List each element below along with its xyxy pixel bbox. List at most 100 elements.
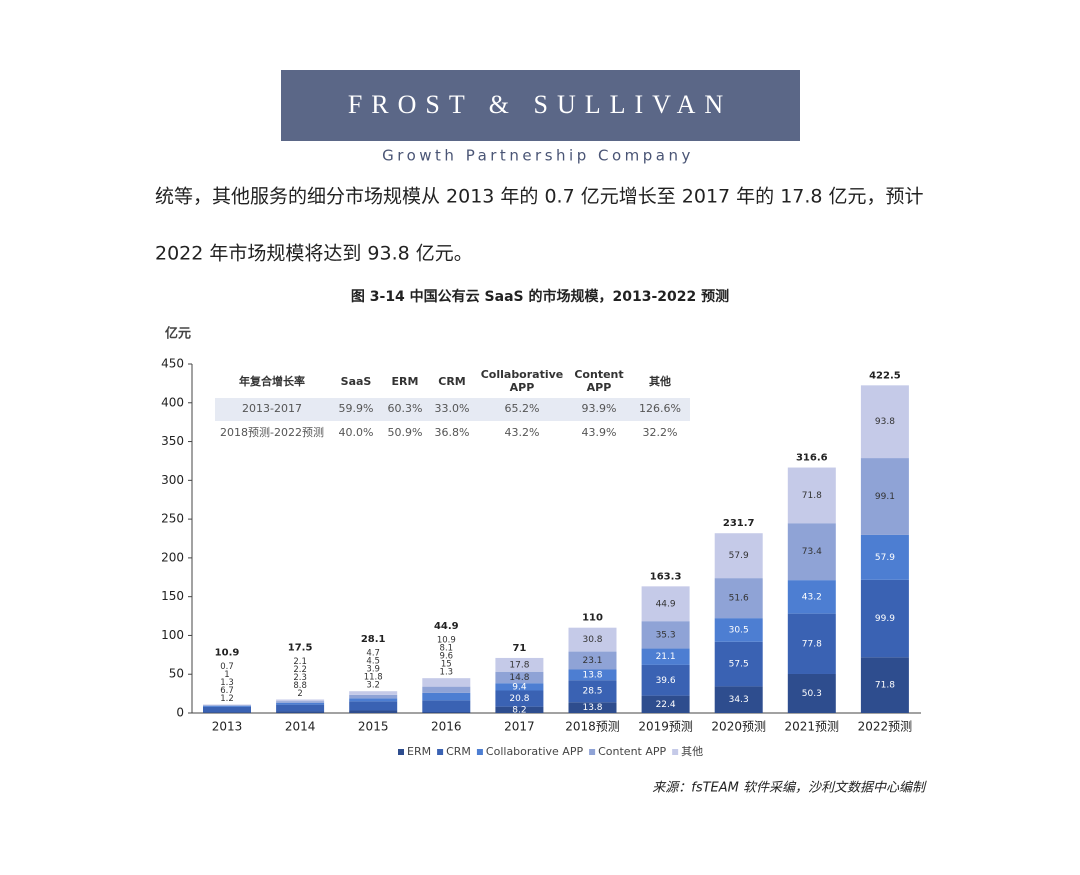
segment-label: 77.8 (802, 639, 822, 649)
legend-swatch (672, 749, 679, 755)
y-tick-label: 150 (161, 589, 184, 603)
table-cell: 32.2% (643, 426, 678, 439)
bar-segment (787, 523, 836, 581)
segment-label: 1.3 (440, 668, 454, 678)
bar-segment (276, 701, 325, 703)
table-cell: 93.9% (582, 402, 617, 415)
bar-segment (714, 686, 763, 713)
segment-label: 9.4 (512, 682, 527, 692)
segment-label: 9.6 (440, 652, 454, 662)
table-cell: 60.3% (388, 402, 423, 415)
legend-swatch (398, 749, 404, 755)
segment-label: 2.2 (293, 665, 307, 675)
segment-label: 71.8 (802, 491, 822, 501)
total-label: 17.5 (288, 643, 313, 654)
segment-label: 1.2 (220, 694, 234, 704)
legend-label: Collaborative APP (486, 745, 584, 758)
bar-segment (568, 669, 617, 681)
bar-segment (349, 691, 398, 695)
bar-segment (203, 704, 251, 706)
segment-label: 2.3 (293, 673, 307, 683)
bar-segment (349, 701, 398, 711)
logo: FROST & SULLIVAN (348, 90, 732, 119)
table-header: CRM (438, 375, 466, 388)
segment-label: 3.9 (366, 665, 380, 675)
bar-segment (641, 621, 690, 649)
bar-segment (349, 710, 398, 713)
bar-segment (495, 683, 544, 691)
x-tick-label: 2021预测 (785, 720, 840, 734)
table-header: Collaborative (481, 368, 564, 381)
segment-label: 73.4 (802, 547, 822, 557)
bar-segment (787, 673, 836, 713)
segment-label: 15 (441, 660, 452, 670)
table-header: Content (574, 368, 623, 381)
x-tick-label: 2018预测 (565, 720, 620, 734)
table-cell: 50.9% (388, 426, 423, 439)
table-cell: 2013-2017 (242, 402, 302, 415)
table-cell: 43.9% (582, 426, 617, 439)
segment-label: 0.7 (220, 662, 234, 672)
segment-label: 1 (224, 670, 229, 680)
x-tick-label: 2016 (431, 720, 462, 734)
bar-segment (495, 671, 544, 684)
segment-label: 57.9 (875, 553, 895, 563)
bar-segment (495, 706, 544, 713)
total-label: 316.6 (796, 453, 828, 464)
bar-segment (422, 678, 471, 687)
bar-segment (641, 648, 690, 665)
segment-label: 23.1 (582, 656, 602, 666)
table-cell: 126.6% (639, 402, 681, 415)
segment-label: 20.8 (509, 694, 529, 704)
total-label: 231.7 (723, 518, 755, 529)
total-label: 28.1 (361, 634, 386, 645)
x-tick-label: 2022预测 (858, 720, 913, 734)
bar-segment (641, 586, 690, 622)
y-tick-label: 200 (161, 550, 184, 564)
legend-label: 其他 (681, 745, 703, 758)
bar-segment (860, 579, 909, 658)
bar-segment (203, 712, 251, 713)
bar-segment (568, 680, 617, 703)
segment-label: 34.3 (729, 695, 749, 705)
y-tick-label: 450 (161, 357, 184, 371)
segment-label: 99.9 (875, 614, 895, 624)
paragraph-line: 2022 年市场规模将达到 93.8 亿元。 (155, 243, 473, 265)
table-cell: 33.0% (435, 402, 470, 415)
x-tick-label: 2015 (358, 720, 389, 734)
table-row-bg (215, 398, 690, 421)
table-cell: 43.2% (505, 426, 540, 439)
bar-segment (349, 694, 398, 699)
x-tick-label: 2013 (212, 720, 243, 734)
y-tick-label: 300 (161, 473, 184, 487)
segment-label: 22.4 (656, 700, 676, 710)
bar-segment (568, 702, 617, 713)
logo-box (281, 70, 800, 141)
x-tick-label: 2019预测 (638, 720, 693, 734)
segment-label: 14.8 (509, 673, 529, 683)
y-tick-label: 0 (176, 706, 184, 720)
segment-label: 21.1 (656, 652, 676, 662)
legend-label: Content APP (598, 745, 666, 758)
bar-segment (422, 686, 471, 693)
bar-segment (714, 578, 763, 619)
table-cell: 40.0% (339, 426, 374, 439)
segment-label: 71.8 (875, 681, 895, 691)
total-label: 110 (582, 613, 603, 624)
bar-segment (787, 467, 836, 524)
bar-segment (860, 657, 909, 713)
y-tick-label: 250 (161, 512, 184, 526)
segment-label: 28.5 (582, 687, 602, 697)
y-tick-label: 50 (169, 667, 184, 681)
segment-label: 8.2 (512, 705, 526, 715)
y-tick-label: 100 (161, 628, 184, 642)
bar-segment (203, 705, 251, 707)
legend-swatch (589, 749, 596, 755)
bar-segment (787, 613, 836, 674)
total-label: 71 (512, 643, 526, 654)
segment-label: 2.1 (293, 657, 307, 667)
x-tick-label: 2017 (504, 720, 535, 734)
segment-label: 30.8 (582, 635, 602, 645)
x-tick-label: 2020预测 (711, 720, 766, 734)
